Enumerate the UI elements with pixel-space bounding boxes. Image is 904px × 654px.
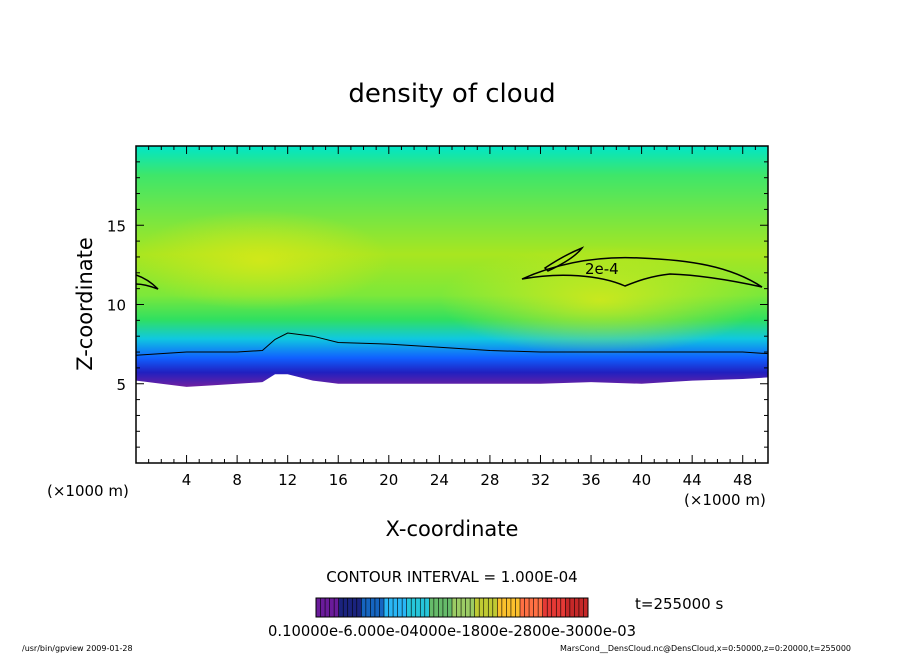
high-density-region-east (440, 245, 760, 355)
y-tick-label: 5 (116, 376, 126, 394)
colorbar-swatch (474, 598, 498, 617)
colorbar-swatch (361, 598, 385, 617)
colorbar-frame (315, 597, 589, 618)
contour-line-upper-left (543, 246, 585, 272)
contour-label: 2e-4 (585, 260, 619, 278)
colorbar-swatch (316, 598, 340, 617)
contour-line-outer (136, 332, 768, 356)
x-tick-label: 28 (480, 471, 499, 489)
time-label: t=255000 s (635, 595, 723, 613)
colorbar-swatch (384, 598, 408, 617)
x-tick-label: 8 (232, 471, 242, 489)
colorbar-swatch (429, 598, 453, 617)
x-axis-label: X-coordinate (386, 517, 519, 541)
x-unit-label: (×1000 m) (684, 491, 766, 509)
colorbar-swatch (452, 598, 476, 617)
colorbar-labels: 0.10000e-6.000e-04000e-1800e-2800e-3000e… (268, 622, 636, 640)
y-tick-label: 10 (107, 297, 126, 315)
contour-line-upper (521, 256, 763, 288)
footer-left: /usr/bin/gpview 2009-01-28 (22, 644, 133, 653)
x-tick-label: 36 (581, 471, 600, 489)
x-tick-label: 24 (430, 471, 449, 489)
x-tick-label: 44 (683, 471, 702, 489)
y-axis: 5 10 15 (107, 161, 768, 448)
x-tick-label: 12 (278, 471, 297, 489)
x-tick-label: 4 (182, 471, 192, 489)
high-density-region (136, 210, 390, 310)
contour-line-left-edge (136, 274, 159, 290)
x-tick-label: 32 (531, 471, 550, 489)
x-tick-label: 20 (379, 471, 398, 489)
y-axis-label: Z-coordinate (73, 237, 97, 371)
colorbar-swatch (565, 598, 589, 617)
y-tick-label: 15 (107, 217, 126, 235)
colorbar-swatch (520, 598, 544, 617)
x-tick-label: 16 (329, 471, 348, 489)
y-unit-label: (×1000 m) (47, 482, 129, 500)
colorbar (315, 598, 589, 617)
colorbar-swatch (406, 598, 430, 617)
contour-interval-text: CONTOUR INTERVAL = 1.000E-04 (326, 568, 577, 586)
x-tick-label: 40 (632, 471, 651, 489)
footer-right: MarsCond__DensCloud.nc@DensCloud,x=0:500… (560, 644, 851, 653)
chart-title: density of cloud (348, 79, 555, 109)
x-axis: 4 8 12 16 20 24 28 32 36 40 44 48 (148, 146, 756, 489)
colorbar-swatch (338, 598, 362, 617)
colorbar-swatch (497, 598, 521, 617)
colorbar-swatch (542, 598, 566, 617)
x-tick-label: 48 (733, 471, 752, 489)
